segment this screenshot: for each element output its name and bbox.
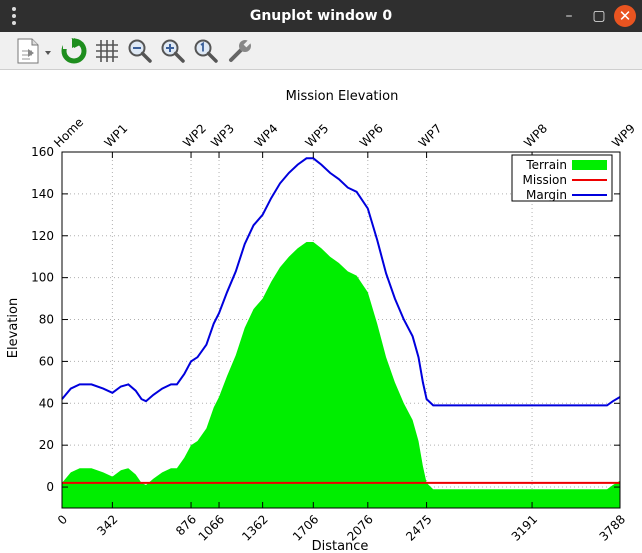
x-tick-label: 0: [55, 512, 70, 527]
waypoint-label: WP5: [303, 121, 332, 150]
copy-to-clipboard-button[interactable]: [14, 37, 54, 65]
waypoint-label: WP1: [102, 121, 131, 150]
x-tick-label: 1066: [196, 512, 227, 543]
zoom-original-icon: [194, 39, 218, 63]
waypoint-label: WP2: [180, 121, 209, 150]
legend-label: Terrain: [525, 158, 567, 172]
y-tick-label: 160: [31, 145, 54, 159]
waypoint-label: WP4: [252, 121, 281, 150]
waypoint-label: WP7: [416, 121, 445, 150]
waypoint-label: WP3: [208, 121, 237, 150]
minimize-button[interactable]: –: [565, 8, 573, 24]
x-tick-label: 3788: [597, 512, 628, 543]
wrench-icon: [229, 37, 254, 62]
y-tick-label: 20: [39, 438, 54, 452]
plot-frame: [61, 151, 621, 509]
x-tick-label: 2475: [403, 512, 434, 543]
zoom-out-icon: [128, 39, 152, 63]
toolbar: [0, 32, 642, 70]
margin-line: [61, 157, 621, 407]
chart-title: Mission Elevation: [286, 89, 399, 104]
window-titlebar: Gnuplot window 0 – ▢ ✕: [0, 0, 642, 32]
close-button[interactable]: ✕: [614, 5, 636, 27]
refresh-icon: [61, 38, 87, 64]
window-title: Gnuplot window 0: [249, 8, 393, 24]
y-tick-label: 80: [39, 313, 54, 327]
terrain-area: [62, 242, 620, 508]
y-tick-label: 40: [39, 396, 54, 410]
copy-document-icon: [17, 38, 51, 64]
y-tick-label: 140: [31, 187, 54, 201]
grid-toggle-button[interactable]: [93, 37, 121, 65]
replot-button[interactable]: [60, 37, 88, 65]
x-tick-label: 3191: [509, 512, 540, 543]
y-tick-label: 0: [46, 480, 54, 494]
zoom-in-icon: [161, 39, 185, 63]
x-tick-label: 1362: [239, 512, 270, 543]
y-axis-label: Elevation: [6, 298, 21, 358]
x-axis-label: Distance: [312, 539, 369, 553]
zoom-reset-button[interactable]: [192, 37, 220, 65]
y-tick-label: 60: [39, 354, 54, 368]
legend-label: Margin: [526, 188, 567, 202]
waypoint-label: WP9: [609, 121, 638, 150]
waypoint-label: WP6: [357, 121, 386, 150]
settings-button[interactable]: [226, 37, 254, 65]
zoom-in-button[interactable]: [159, 37, 187, 65]
zoom-out-button[interactable]: [126, 37, 154, 65]
waypoint-label: WP8: [521, 121, 550, 150]
legend-swatch: [572, 160, 607, 170]
legend-label: Mission: [523, 173, 567, 187]
grid-icon: [96, 40, 118, 62]
waypoint-label: Home: [51, 115, 86, 150]
y-tick-label: 100: [31, 271, 54, 285]
y-tick-label: 120: [31, 229, 54, 243]
maximize-button[interactable]: ▢: [592, 8, 606, 24]
plot-area[interactable]: 0 20 40 60 80 100 120 140 160 0 342 876 1066 1362 1706…: [0, 70, 642, 553]
x-tick-label: 342: [94, 512, 120, 538]
window-menu-icon[interactable]: [6, 4, 22, 28]
